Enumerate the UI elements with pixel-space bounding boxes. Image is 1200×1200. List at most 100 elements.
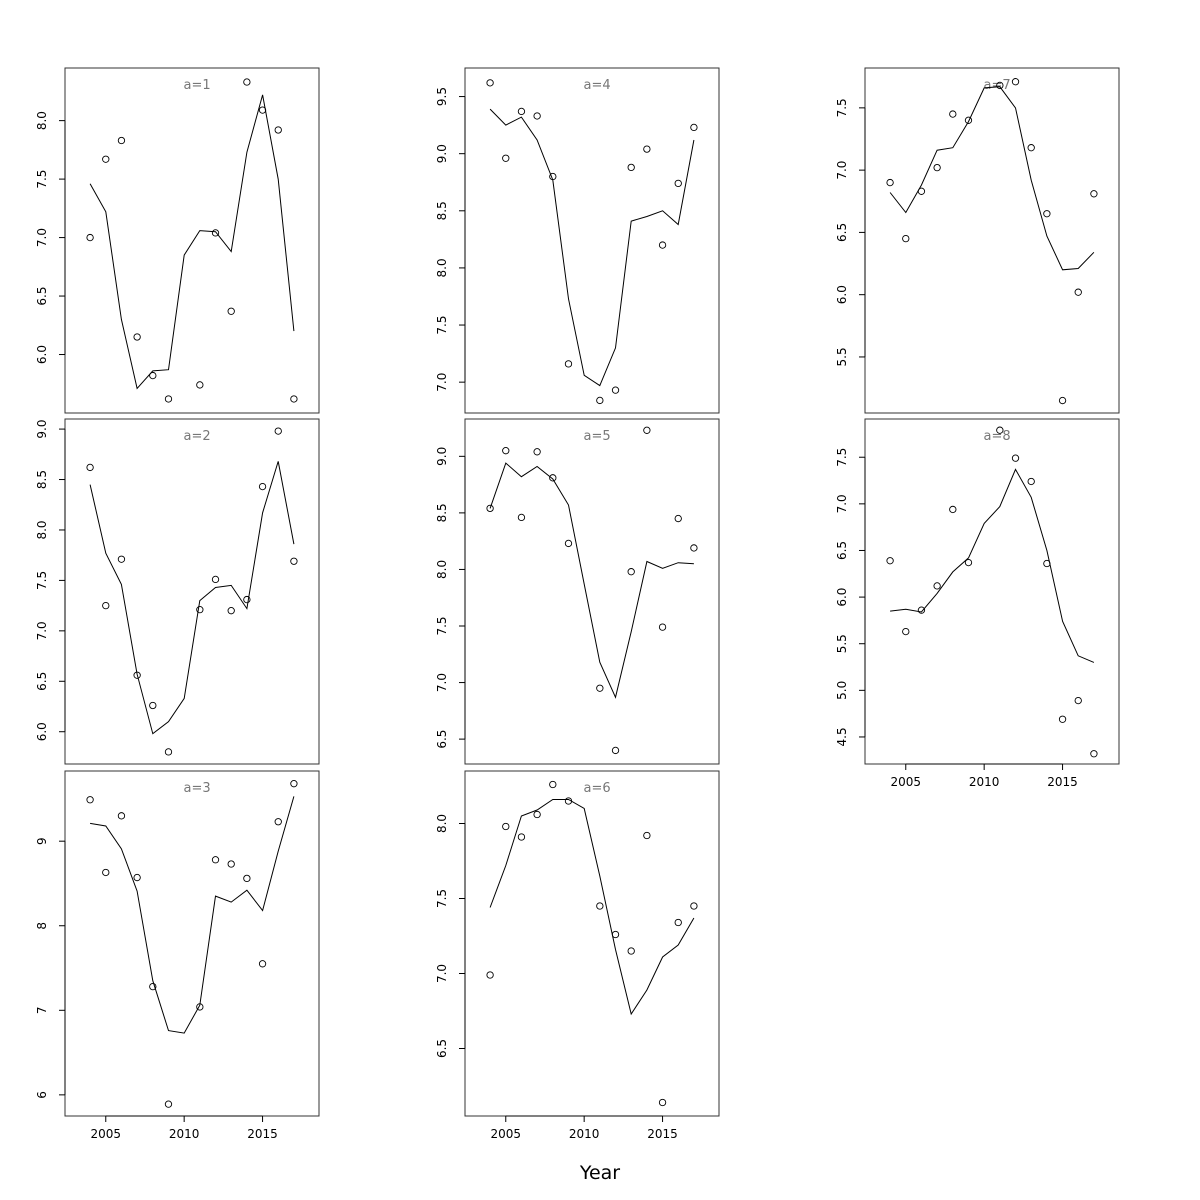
y-tick-label: 7.0 <box>435 964 449 983</box>
panel-a7: a=75.56.06.57.07.5 <box>835 67 1120 414</box>
data-point <box>1043 210 1051 218</box>
fitted-line <box>489 462 694 699</box>
x-tick-label: 2010 <box>569 1127 600 1141</box>
data-point <box>117 136 126 145</box>
data-point <box>902 234 910 243</box>
data-point <box>1090 190 1098 198</box>
data-point <box>564 360 573 368</box>
y-tick-label: 6.0 <box>35 345 49 364</box>
data-point <box>243 595 251 604</box>
panel-title: a=1 <box>184 78 211 93</box>
panel-title: a=6 <box>584 781 611 796</box>
data-point <box>674 918 682 927</box>
data-point <box>290 395 298 403</box>
y-tick-label: 6 <box>35 1091 49 1099</box>
data-point <box>258 960 267 968</box>
data-point <box>486 971 494 979</box>
plot-frame <box>64 418 320 765</box>
data-point <box>564 539 573 548</box>
data-point <box>211 856 220 864</box>
data-point <box>690 902 698 910</box>
panel-a6: a=6 6.5 7.0 7.5 8.0 2005 2010 2015 <box>435 770 720 1141</box>
y-tick-label: 8.0 <box>35 111 49 130</box>
data-point <box>658 1098 667 1107</box>
data-point <box>211 575 220 584</box>
y-tick-label: 7.0 <box>835 161 849 180</box>
panel-title: a=4 <box>584 78 611 93</box>
data-point <box>549 780 557 789</box>
data-point <box>596 396 604 405</box>
panel-a3: a=3 6 7 8 9 2005 2010 2015 <box>35 770 320 1141</box>
y-tick-label: 7.0 <box>835 494 849 513</box>
data-point <box>902 627 910 636</box>
data-point <box>196 1003 204 1011</box>
panel-a2: a=2 6.0 6.5 7.0 7.5 8.0 8.5 9.0 <box>35 418 320 765</box>
x-tick-label: 2015 <box>1047 775 1078 789</box>
data-point <box>658 623 667 631</box>
y-tick-label: 9 <box>35 837 49 845</box>
y-tick-label: 7.5 <box>435 889 449 908</box>
data-point <box>102 601 110 610</box>
data-point <box>502 822 510 831</box>
data-point <box>1074 696 1082 705</box>
fitted-line <box>890 468 1095 663</box>
data-point <box>1058 396 1067 405</box>
fitted-line <box>489 108 695 387</box>
data-point <box>227 860 235 868</box>
y-tick-label: 8.0 <box>435 814 449 833</box>
panel-a5: a=5 6.5 7.0 7.5 8.0 8.5 9.0 <box>435 418 720 765</box>
data-point <box>290 780 298 788</box>
panel-title: a=2 <box>184 429 211 444</box>
fitted-line <box>90 796 295 1034</box>
fitted-line <box>889 86 1095 271</box>
y-tick-label: 7.0 <box>35 621 49 640</box>
data-point <box>274 126 282 134</box>
x-tick-label: 2010 <box>969 775 1000 789</box>
x-tick-label: 2015 <box>647 1127 678 1141</box>
data-point <box>996 426 1004 434</box>
y-tick-label: 5.5 <box>835 634 849 653</box>
data-point <box>1074 288 1082 296</box>
panel-title: a=3 <box>184 781 211 796</box>
y-tick-label: 7.5 <box>835 448 849 467</box>
data-point <box>1043 559 1051 568</box>
data-point <box>290 557 298 565</box>
y-tick-label: 7.0 <box>435 373 449 392</box>
y-tick-label: 7.5 <box>35 571 49 590</box>
data-point <box>149 371 157 380</box>
data-point <box>1011 78 1020 86</box>
data-point <box>964 558 973 567</box>
data-point <box>164 748 173 756</box>
data-point <box>86 796 94 804</box>
y-tick-label: 5.0 <box>835 681 849 700</box>
data-point <box>1011 454 1020 462</box>
x-tick-label: 2005 <box>490 1127 521 1141</box>
data-point <box>243 874 251 883</box>
y-tick-label: 9.0 <box>35 420 49 439</box>
panel-a8: a=8 4.5 5.0 5.5 6.0 6.5 7.0 7.5 2005 2010 2015 <box>835 418 1120 789</box>
x-tick-label: 2005 <box>90 1127 121 1141</box>
data-point <box>227 307 235 315</box>
fitted-line <box>489 799 695 1016</box>
y-tick-label: 6.5 <box>835 223 849 242</box>
panel-title: a=8 <box>984 429 1011 444</box>
data-point <box>502 154 510 162</box>
data-point <box>933 582 941 590</box>
data-point <box>964 116 973 124</box>
data-point <box>996 81 1004 90</box>
data-point <box>243 78 251 86</box>
data-point <box>917 606 926 614</box>
data-point <box>258 106 267 114</box>
y-tick-label: 7.0 <box>35 228 49 247</box>
data-point <box>164 1100 173 1108</box>
data-point <box>86 463 94 472</box>
y-tick-label: 6.5 <box>35 287 49 306</box>
data-point <box>627 568 635 576</box>
data-point <box>517 833 526 841</box>
data-point <box>102 155 110 163</box>
data-point <box>149 982 157 991</box>
plot-frame <box>864 418 1120 765</box>
x-axis-title: Year <box>579 1162 620 1184</box>
data-point <box>196 606 204 614</box>
data-point <box>227 607 235 615</box>
